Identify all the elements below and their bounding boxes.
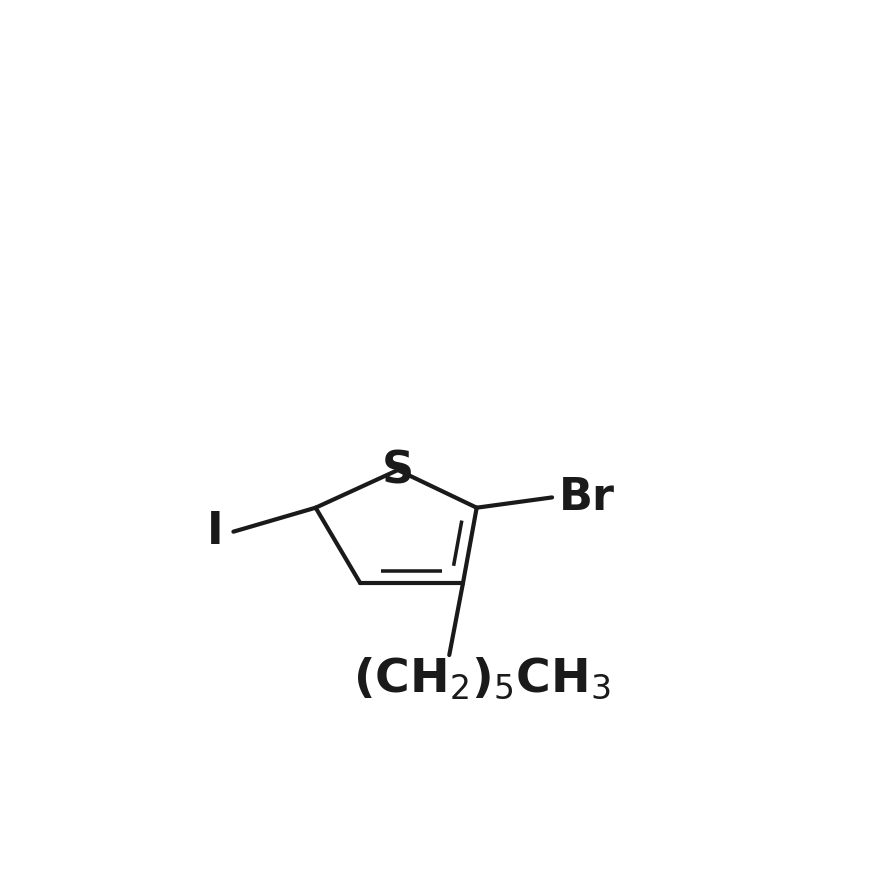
Text: (CH$_2$)$_5$CH$_3$: (CH$_2$)$_5$CH$_3$ bbox=[353, 656, 611, 702]
Text: Br: Br bbox=[559, 476, 615, 519]
Text: I: I bbox=[206, 510, 223, 554]
Text: S: S bbox=[382, 449, 414, 492]
